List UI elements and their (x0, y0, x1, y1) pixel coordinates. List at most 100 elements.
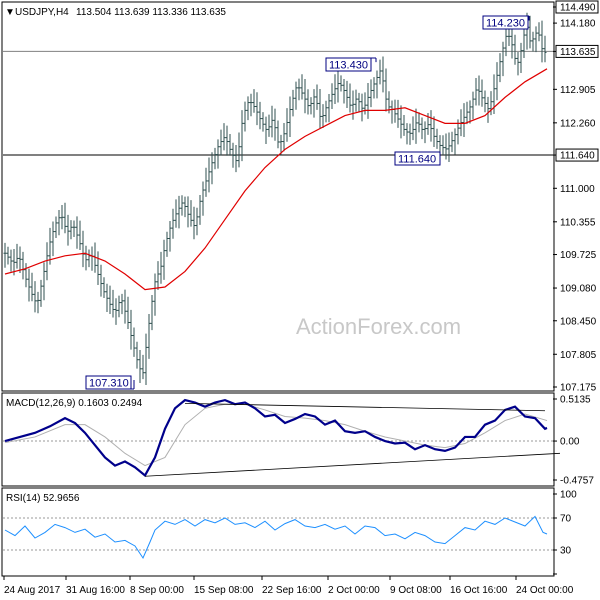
ohlc-bar (66, 214, 70, 246)
ohlc-bar (57, 210, 61, 236)
ohlc-bar (432, 116, 436, 148)
ohlc-bar (471, 91, 475, 120)
ohlc-bar (123, 289, 127, 324)
ohlc-bar (150, 295, 154, 331)
price-panel-frame (1, 1, 555, 392)
time-axis: 24 Aug 2017 31 Aug 16:00 8 Sep 00:00 15 Sep… (3, 576, 574, 596)
ohlc-bar (78, 220, 82, 250)
ohlc-bar (204, 167, 208, 197)
ohlc-bar (297, 78, 301, 101)
ohlc-bar (501, 41, 505, 77)
ohlc-bar (15, 243, 19, 269)
ohlc-bar (252, 89, 256, 113)
ohlc-bar (168, 220, 172, 252)
rsi-tick-label: 30 (560, 546, 572, 557)
ohlc-bar (72, 220, 76, 237)
rsi-tick-label: 100 (560, 490, 577, 501)
ohlc-bar (60, 204, 64, 230)
ohlc-bar (261, 112, 265, 132)
price-tick-label: 107.175 (560, 383, 597, 394)
price-tick-label: 110.355 (560, 217, 596, 228)
ohlc-bar (36, 291, 40, 314)
ohlc-bar (24, 263, 28, 288)
ohlc-bar (411, 116, 415, 141)
ohlc-bar (69, 220, 73, 240)
ohlc-bar (201, 181, 205, 216)
ohlc-bar (465, 101, 469, 125)
rsi-panel-frame (1, 487, 555, 577)
ohlc-bar (270, 105, 274, 138)
ohlc-bar (33, 281, 37, 313)
ohlc-bar (210, 152, 214, 185)
ohlc-bar (162, 239, 166, 280)
price-tick-label: 113.635 (560, 47, 596, 58)
time-tick-label: 9 Oct 08:00 (390, 585, 442, 596)
ohlc-bar (495, 62, 499, 101)
ohlc-bar (444, 133, 448, 160)
ohlc-bar (291, 89, 295, 117)
ohlc-bar (54, 216, 58, 239)
ohlc-bar (48, 227, 52, 265)
ohlc-bar (441, 135, 445, 156)
time-tick-label: 2 Oct 00:00 (328, 585, 380, 596)
ohlc-bar (225, 125, 229, 156)
ohlc-bar (135, 341, 139, 369)
ohlc-bar (459, 109, 463, 137)
price-annotation-box (85, 375, 132, 390)
price-tick-label: 107.805 (560, 350, 597, 361)
chart-direction-icon: ▼ (5, 7, 15, 18)
ohlc-bar (348, 83, 352, 113)
ohlc-bar (180, 195, 184, 216)
ohlc-bar (258, 101, 262, 130)
ohlc-bar (321, 104, 325, 128)
ohlc-bar (147, 313, 151, 359)
ohlc-bar (405, 123, 409, 145)
ohlc-bar (450, 131, 454, 153)
ohlc-bar (483, 90, 487, 113)
rsi-label: RSI(14) 52.9656 (6, 493, 80, 504)
ohlc-bar (531, 31, 535, 52)
ohlc-bar (312, 89, 316, 118)
ohlc-bar (288, 96, 292, 137)
ohlc-bar (480, 79, 484, 107)
ohlc-bar (324, 100, 328, 123)
ohlc-bar (447, 132, 451, 163)
ohlc-bar (174, 199, 178, 228)
ohlc-bar (240, 110, 244, 162)
ohlc-bar (222, 123, 226, 151)
ohlc-bar (474, 77, 478, 106)
ohlc-bar (237, 132, 241, 168)
ohlc-bar (102, 277, 106, 299)
ohlc-bar (420, 117, 424, 140)
ohlc-bar (153, 273, 157, 316)
price-annotation: 111.640 (394, 151, 441, 166)
ohlc-bar (126, 296, 130, 329)
ohlc-bar (462, 103, 466, 137)
ohlc-bar (375, 70, 379, 99)
ohlc-bar (309, 97, 313, 115)
ohlc-bar (357, 92, 361, 113)
ohlc-bar (468, 100, 472, 124)
ohlc-bar (120, 293, 124, 315)
price-tick-label: 112.260 (560, 118, 596, 129)
ohlc-bar (171, 208, 175, 239)
ohlc-bar (315, 84, 319, 110)
macd-axis: 0.5135 0.00 -0.4757 (553, 395, 594, 487)
ohlc-bar (351, 90, 355, 120)
time-tick-label: 15 Sep 08:00 (194, 585, 254, 596)
ohlc-bar (144, 333, 148, 386)
ohlc-bar (183, 196, 187, 218)
price-tick-label: 112.905 (560, 85, 596, 96)
ohlc-bar (186, 196, 190, 228)
time-tick-label: 24 Oct 00:00 (516, 585, 574, 596)
price-annotation: 107.310 (85, 375, 135, 390)
ohlc-bar (486, 96, 490, 123)
ohlc-bar (138, 350, 142, 383)
rsi-tick-label: 70 (560, 514, 572, 525)
ohlc-bar (282, 123, 286, 152)
price-annotation-box (482, 15, 529, 30)
ohlc-bar (477, 75, 481, 106)
ohlc-bar (276, 120, 280, 149)
ohlc-bar (300, 74, 304, 100)
price-annotation: 114.230 (482, 15, 530, 30)
